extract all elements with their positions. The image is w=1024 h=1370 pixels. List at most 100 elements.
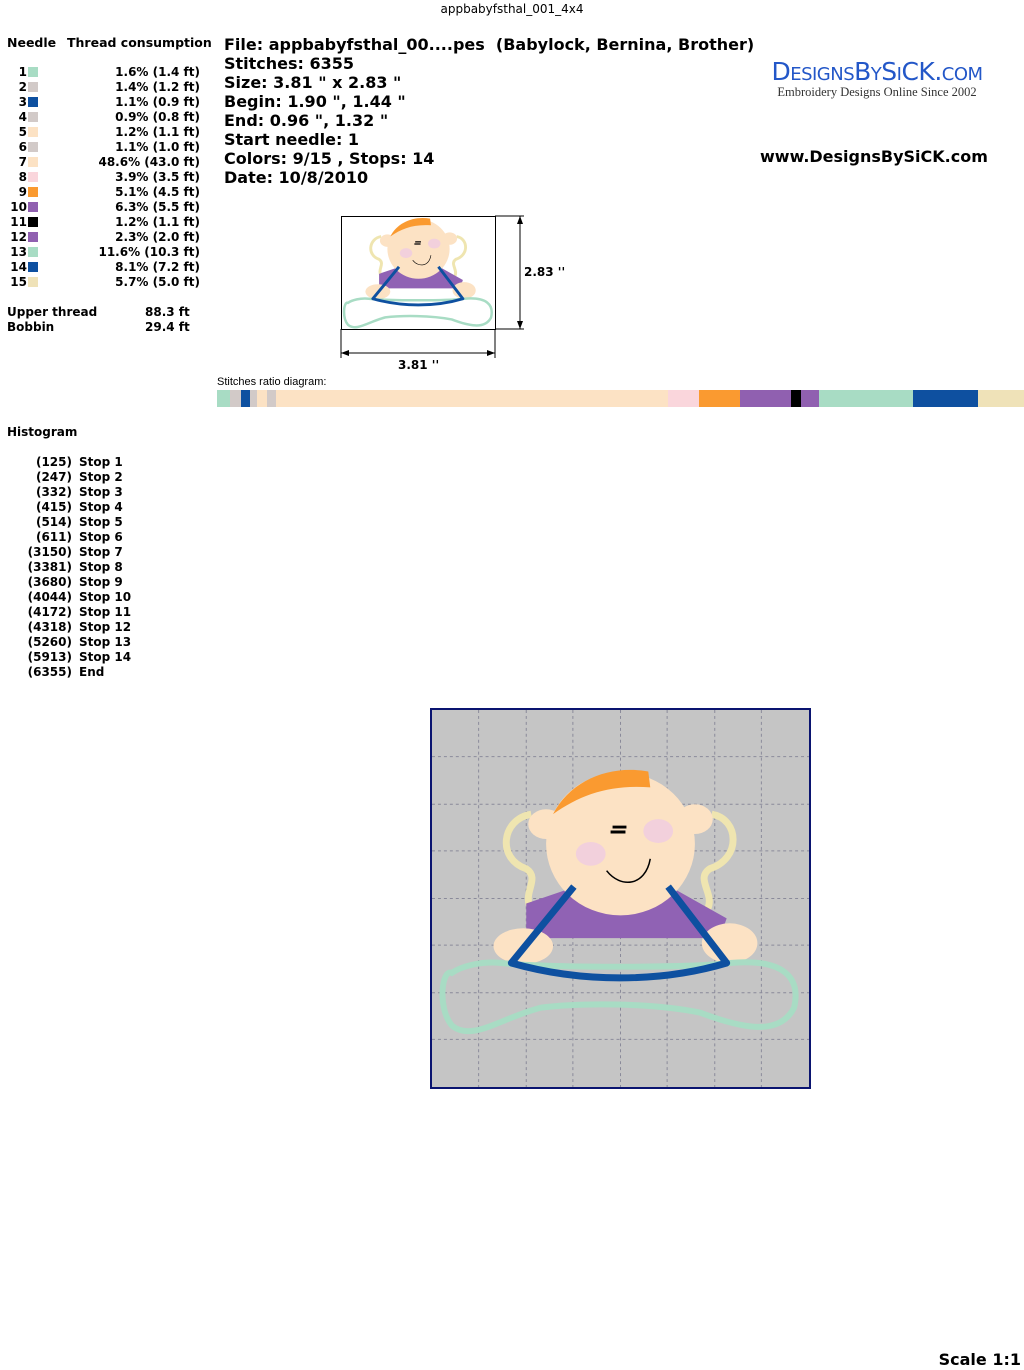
ratio-segment [819,390,913,407]
stitch-count: (4318) [27,620,72,634]
needle-number: 6 [18,140,27,154]
end-info: End: 0.96 ", 1.32 " [224,111,389,130]
needle-number: 8 [18,170,27,184]
needle-row: 12 2.3% (2.0 ft) [0,230,215,245]
consumption-value: 1.1% (0.9 ft) [115,95,200,109]
needle-row: 5 1.2% (1.1 ft) [0,125,215,140]
needle-number: 15 [10,275,27,289]
needle-row: 15 5.7% (5.0 ft) [0,275,215,290]
consumption-value: 1.4% (1.2 ft) [115,80,200,94]
color-swatch [28,232,38,242]
page-title: appbabyfsthal_001_4x4 [440,2,584,16]
needle-number: 12 [10,230,27,244]
needle-row: 13 11.6% (10.3 ft) [0,245,215,260]
stitch-count: (611) [35,530,72,544]
stop-label: Stop 6 [79,530,123,544]
needle-number: 5 [18,125,27,139]
needle-number: 1 [18,65,27,79]
histogram-item: (125) Stop 1 [12,455,172,470]
color-swatch [28,262,38,272]
color-swatch [28,202,38,212]
stitch-count: (3381) [27,560,72,574]
stitch-count: (514) [35,515,72,529]
histogram-item: (3150) Stop 7 [12,545,172,560]
consumption-value: 2.3% (2.0 ft) [115,230,200,244]
consumption-value: 1.6% (1.4 ft) [115,65,200,79]
stop-label: Stop 1 [79,455,123,469]
needle-number: 4 [18,110,27,124]
ratio-segment [241,390,251,407]
ratio-segment [229,390,242,407]
consumption-value: 6.3% (5.5 ft) [115,200,200,214]
consumption-value: 5.7% (5.0 ft) [115,275,200,289]
bobbin-label: Bobbin [7,320,55,334]
consumption-value: 11.6% (10.3 ft) [98,245,200,259]
stop-label: Stop 9 [79,575,123,589]
needle-row: 4 0.9% (0.8 ft) [0,110,215,125]
stitch-count: (415) [35,500,72,514]
stitch-count: (332) [35,485,72,499]
histogram-item: (5260) Stop 13 [12,635,172,650]
colors-info: Colors: 9/15 , Stops: 14 [224,149,435,168]
baby-design [439,769,799,1035]
website-url: www.DesignsBySiCK.com [760,147,988,166]
needle-row: 2 1.4% (1.2 ft) [0,80,215,95]
stitch-count: (4172) [27,605,72,619]
histogram-item: (4044) Stop 10 [12,590,172,605]
needle-row: 6 1.1% (1.0 ft) [0,140,215,155]
start-needle-info: Start needle: 1 [224,130,360,149]
ratio-segment [699,390,741,407]
stitch-count: (5260) [27,635,72,649]
design-info: File: appbabyfsthal_00....pes (Babylock,… [224,35,754,187]
color-swatch [28,67,38,77]
histogram-item: (247) Stop 2 [12,470,172,485]
upper-thread-label: Upper thread [7,305,98,319]
consumption-header: Thread consumption [67,35,212,50]
needle-row: 9 5.1% (4.5 ft) [0,185,215,200]
ratio-segment [667,390,700,407]
ratio-segment [791,390,801,407]
stop-label: Stop 14 [79,650,132,664]
stop-label: Stop 5 [79,515,123,529]
needle-row: 10 6.3% (5.5 ft) [0,200,215,215]
needle-row: 3 1.1% (0.9 ft) [0,95,215,110]
stitch-count: (247) [35,470,72,484]
ratio-segment [275,390,668,407]
stop-label: Stop 12 [79,620,132,634]
ratio-segment [800,390,820,407]
design-thumbnail [341,216,496,330]
consumption-value: 5.1% (4.5 ft) [115,185,200,199]
scale-label: Scale 1:1 [938,1350,1021,1369]
date-info: Date: 10/8/2010 [224,168,369,187]
color-swatch [28,142,38,152]
histogram-item: (514) Stop 5 [12,515,172,530]
needle-row: 11 1.2% (1.1 ft) [0,215,215,230]
size-info: Size: 3.81 " x 2.83 " [224,73,402,92]
logo-tagline: Embroidery Designs Online Since 2002 [777,85,977,99]
ratio-segment [740,390,792,407]
stop-label: End [79,665,105,679]
begin-info: Begin: 1.90 ", 1.44 " [224,92,406,111]
needle-number: 13 [10,245,27,259]
ratio-segment [266,390,276,407]
color-swatch [28,277,38,287]
color-swatch [28,187,38,197]
stop-label: Stop 13 [79,635,132,649]
needle-number: 2 [18,80,27,94]
needle-row: 14 8.1% (7.2 ft) [0,260,215,275]
stitch-count: (3150) [27,545,72,559]
needle-number: 11 [10,215,27,229]
consumption-value: 1.2% (1.1 ft) [115,215,200,229]
stitch-count: (5913) [27,650,72,664]
histogram-item: (3680) Stop 9 [12,575,172,590]
needle-number: 10 [10,200,27,214]
ratio-segment [912,390,979,407]
bobbin-value: 29.4 ft [145,320,190,334]
stitches-ratio-bar [217,390,1024,407]
histogram-item: (415) Stop 4 [12,500,172,515]
color-swatch [28,97,38,107]
stop-label: Stop 8 [79,560,123,574]
stitch-count: (3680) [27,575,72,589]
ratio-segment [217,390,230,407]
needle-header: Needle [7,35,57,50]
